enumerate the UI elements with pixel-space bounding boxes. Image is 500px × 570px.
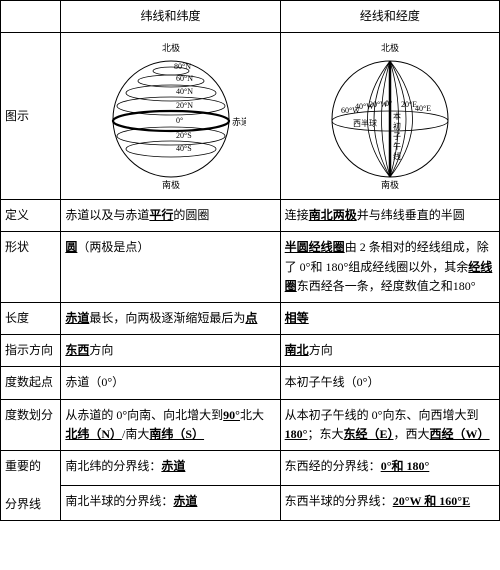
lat-north-pole: 北极 <box>162 42 180 53</box>
diagram-latitude: 北极 80°N 60°N 40°N 20°N 0° 赤道 20°S 40°S 南… <box>61 33 280 200</box>
division-lon: 从本初子午线的 0°向东、向西增大到180°；东大东经（E），西大西经（W） <box>280 399 499 450</box>
lon-prime-1: 本 <box>393 111 401 121</box>
lon-south-pole: 南极 <box>381 179 399 190</box>
shape-lon: 半圆经线圈由 2 条相对的经线组成，除了 0°和 180°组成经线圈以外，其余经… <box>280 232 499 303</box>
lon-prime-2: 初 <box>393 121 401 131</box>
lon-prime-5: 线 <box>393 151 401 161</box>
lat-equator: 赤道 <box>232 116 246 127</box>
shape-lat: 圆（两极是点） <box>61 232 280 303</box>
lon-west-hemi: 西半球 <box>353 118 377 128</box>
origin-lat: 赤道（0°） <box>61 367 280 399</box>
header-longitude: 经线和经度 <box>280 1 499 33</box>
important-lat2: 南北半球的分界线：赤道 <box>61 486 280 521</box>
lon-prime-4: 午 <box>393 141 401 151</box>
lon-e40: 40°E <box>415 104 431 113</box>
length-lat: 赤道最长，向两极逐渐缩短最后为点 <box>61 302 280 334</box>
lat-n60: 60°N <box>176 74 193 83</box>
row-length-label: 长度 <box>1 302 61 334</box>
length-lon: 相等 <box>280 302 499 334</box>
row-direction-label: 指示方向 <box>1 335 61 367</box>
lat-n80: 80°N <box>174 62 191 71</box>
definition-lat: 赤道以及与赤道平行的圆圈 <box>61 200 280 232</box>
row-important-label: 重要的分界线 <box>1 450 61 521</box>
geography-table: 纬线和纬度 经线和经度 图示 北极 80°N 60°N 40°N 20°N 0°… <box>0 0 500 521</box>
row-diagram-label: 图示 <box>1 33 61 200</box>
important-lat1: 南北纬的分界线：赤道 <box>61 450 280 485</box>
direction-lon: 南北方向 <box>280 335 499 367</box>
lat-s40: 40°S <box>176 144 192 153</box>
lat-n40: 40°N <box>176 87 193 96</box>
lon-prime-3: 子 <box>393 132 401 141</box>
lat-s20: 20°S <box>176 131 192 140</box>
lon-north-pole: 北极 <box>381 42 399 53</box>
important-lon2: 东西半球的分界线：20°W 和 160°E <box>280 486 499 521</box>
lat-n20: 20°N <box>176 101 193 110</box>
direction-lat: 东西方向 <box>61 335 280 367</box>
lat-south-pole: 南极 <box>162 179 180 190</box>
row-definition-label: 定义 <box>1 200 61 232</box>
row-origin-label: 度数起点 <box>1 367 61 399</box>
origin-lon: 本初子午线（0°） <box>280 367 499 399</box>
row-shape-label: 形状 <box>1 232 61 303</box>
header-latitude: 纬线和纬度 <box>61 1 280 33</box>
blank-corner <box>1 1 61 33</box>
division-lat: 从赤道的 0°向南、向北增大到90°北大北纬（N）/南大南纬（S） <box>61 399 280 450</box>
lat-zero: 0° <box>176 116 183 125</box>
diagram-longitude: 北极 60°W 40°W 20°W 0° 20°E 40°E 西半球 本 初 <box>280 33 499 200</box>
definition-lon: 连接南北两极并与纬线垂直的半圆 <box>280 200 499 232</box>
row-division-label: 度数划分 <box>1 399 61 450</box>
lon-zero: 0° <box>385 99 392 108</box>
important-lon1: 东西经的分界线：0°和 180° <box>280 450 499 485</box>
